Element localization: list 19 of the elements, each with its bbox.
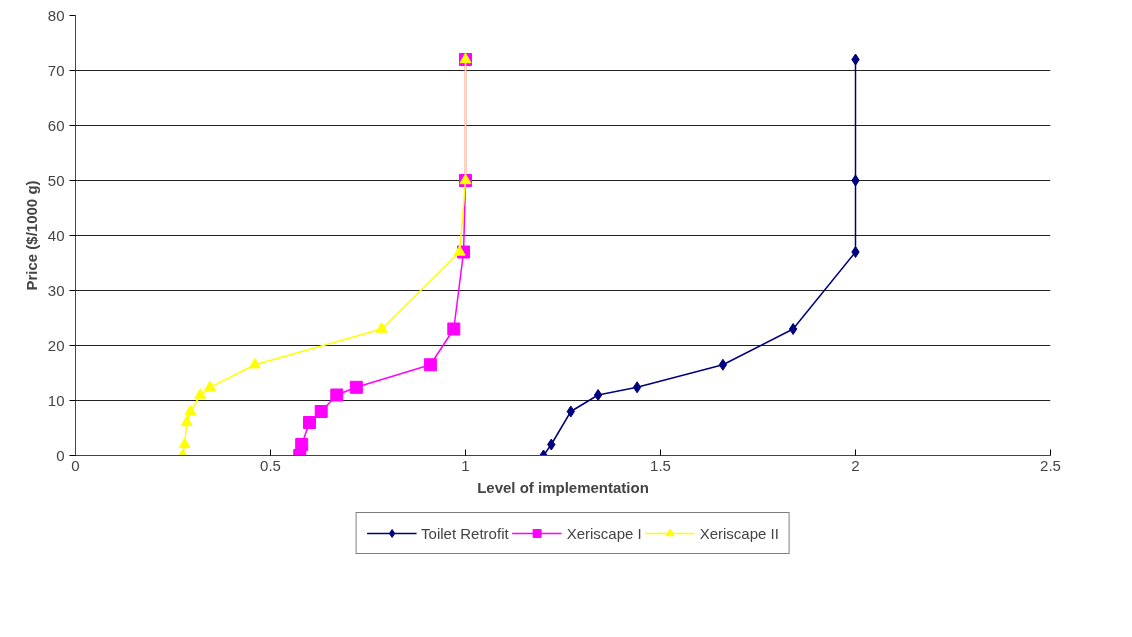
y-tick-label: 50 bbox=[47, 171, 65, 189]
y-tick-label: 10 bbox=[47, 391, 65, 409]
x-tick-label: 0.5 bbox=[260, 456, 281, 474]
y-tick-label: 40 bbox=[47, 226, 65, 244]
y-tick-label: 60 bbox=[47, 116, 65, 134]
x-tick-label: 2 bbox=[851, 456, 860, 474]
legend-label: Xeriscape I bbox=[566, 524, 642, 542]
legend-label: Toilet Retrofit bbox=[421, 524, 509, 542]
x-axis-title: Level of implementation bbox=[477, 478, 649, 496]
x-tick-label: 0 bbox=[71, 456, 80, 474]
y-axis-title: Price ($/1000 g) bbox=[22, 180, 40, 291]
x-tick-label: 1 bbox=[461, 456, 470, 474]
y-tick-label: 30 bbox=[47, 281, 65, 299]
y-tick-label: 70 bbox=[47, 61, 65, 79]
y-tick-label: 80 bbox=[47, 6, 65, 24]
x-tick-label: 1.5 bbox=[650, 456, 671, 474]
y-tick-label: 20 bbox=[47, 336, 65, 354]
x-tick-label: 2.5 bbox=[1040, 456, 1061, 474]
legend-label: Xeriscape II bbox=[699, 524, 779, 542]
